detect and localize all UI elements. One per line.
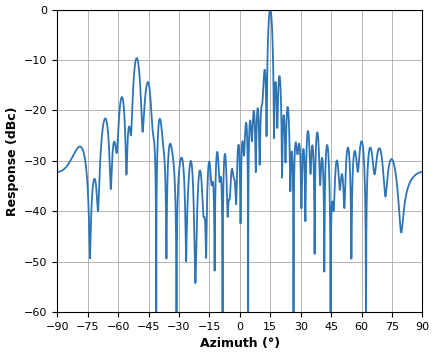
Y-axis label: Response (dBc): Response (dBc) [6,106,19,216]
X-axis label: Azimuth (°): Azimuth (°) [199,337,279,350]
